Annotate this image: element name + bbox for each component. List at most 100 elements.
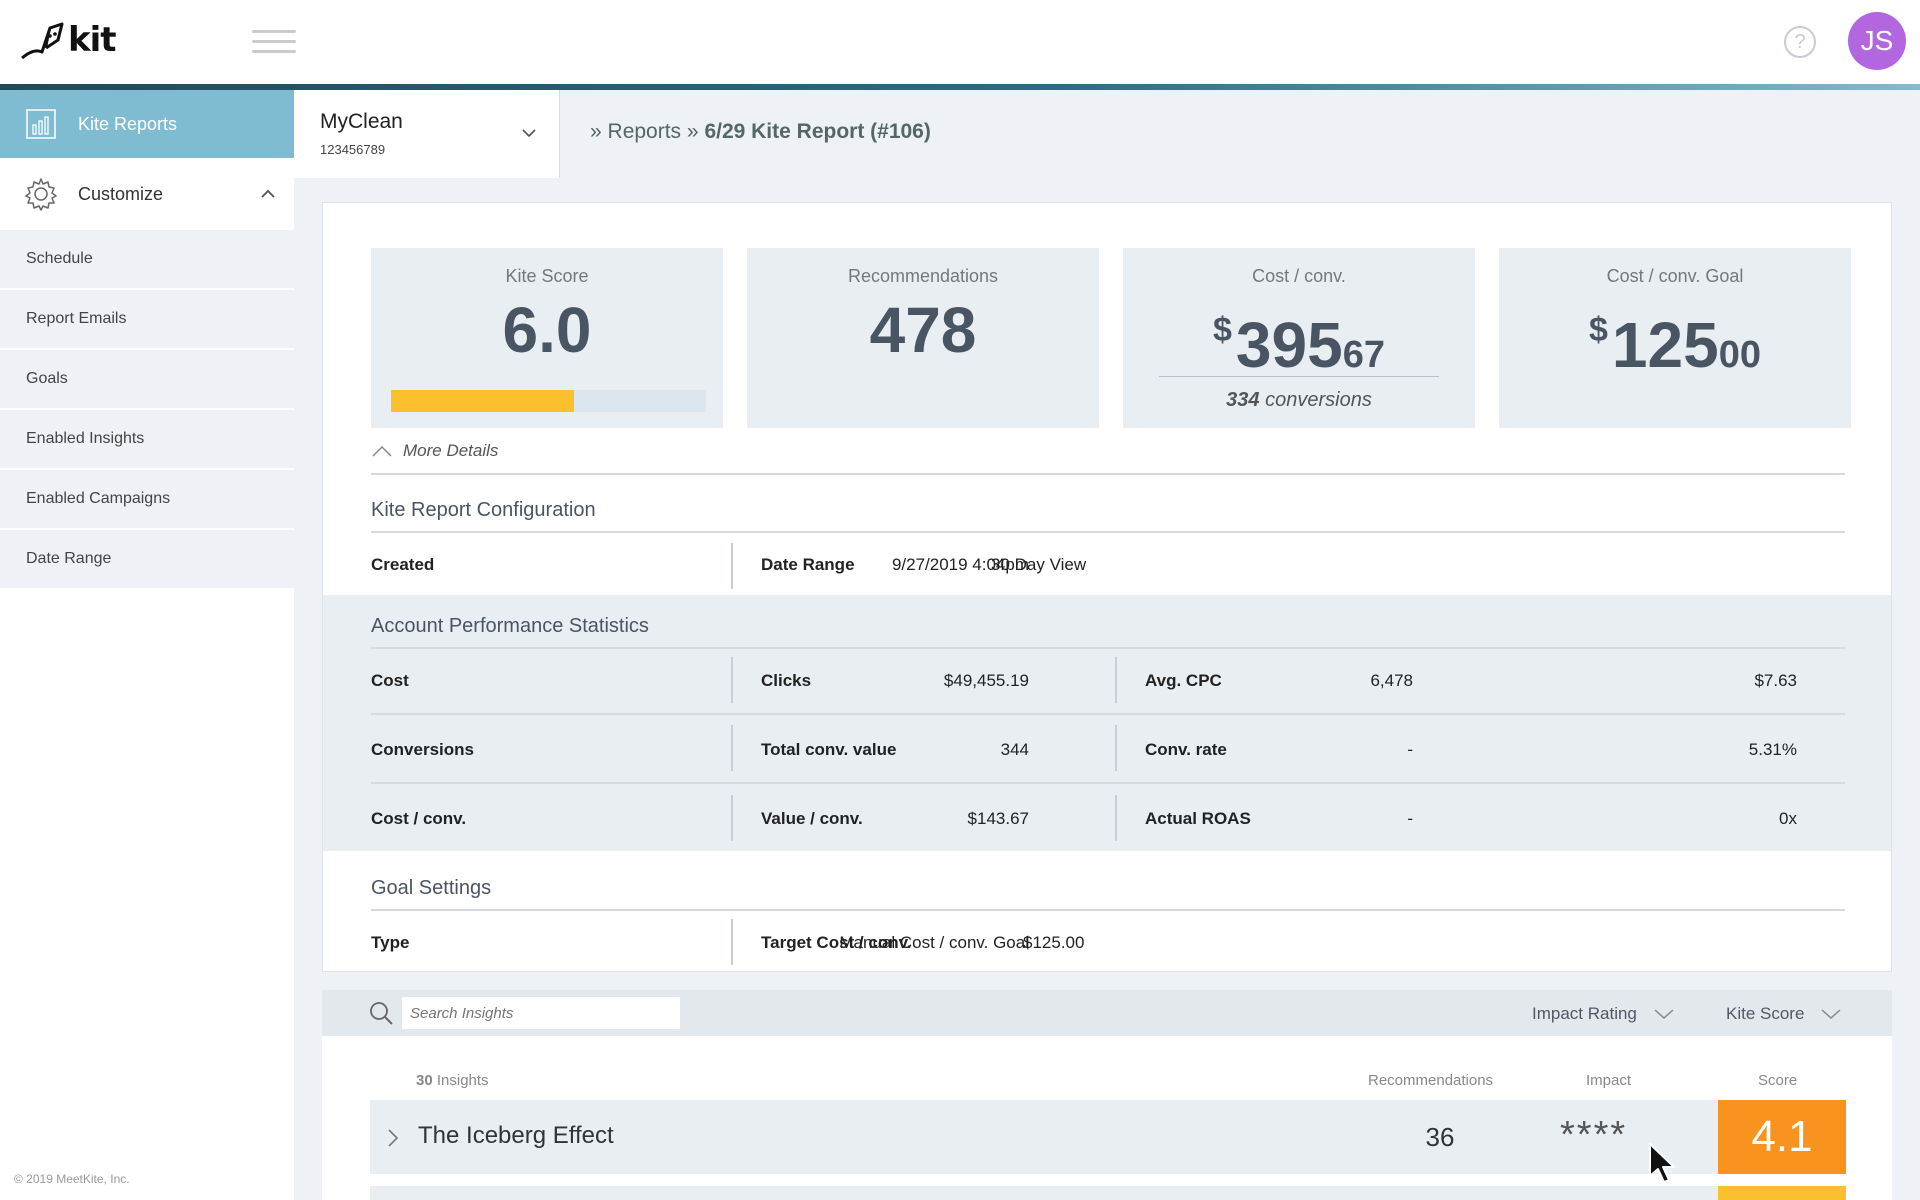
subnav-report-emails[interactable]: Report Emails [0,290,294,350]
insight-recommendations: 36 [1425,1122,1455,1152]
subnav-enabled-campaigns[interactable]: Enabled Campaigns [0,470,294,530]
insight-row[interactable]: The Iceberg Effect 36 **** 4.1 [370,1100,1846,1174]
column-divider [731,795,733,841]
top-bar: kit ? JS [0,0,1920,90]
breadcrumb-separator: » [590,120,602,143]
report-card: Kite Score 6.0 Recommendations 478 Cost … [322,202,1892,972]
date-range-value: 30 Day View [991,555,1087,574]
sidebar-item-kite-reports[interactable]: Kite Reports [0,90,294,158]
copyright: © 2019 MeetKite, Inc. [14,1172,130,1186]
account-name: MyClean [320,110,403,133]
stat-value: $7.63 [1754,671,1797,690]
conversions-subtext: 334 conversions [1159,376,1439,412]
help-icon[interactable]: ? [1784,26,1816,58]
stat-label: Value / conv. [761,809,863,828]
target-value: $125.00 [1023,933,1085,952]
kite-score-progress-fill [391,390,574,412]
column-divider [731,657,733,703]
stat-value: - [1407,740,1413,759]
reports-icon [26,109,56,139]
kite-score-dropdown[interactable]: Kite Score [1726,1004,1842,1024]
subnav-enabled-insights[interactable]: Enabled Insights [0,410,294,470]
stat-label: Conv. rate [1145,740,1227,759]
subnav-schedule[interactable]: Schedule [0,230,294,290]
insight-score-badge: 4.1 [1718,1100,1846,1174]
search-input[interactable] [402,997,680,1029]
mouse-cursor-icon [1649,1143,1675,1183]
more-details-toggle[interactable]: More Details [371,441,498,461]
column-divider [731,543,733,589]
breadcrumb: » Reports » 6/29 Kite Report (#106) [590,120,931,144]
config-title: Kite Report Configuration [371,499,596,521]
performance-section [323,595,1891,851]
stat-label: Cost [371,671,409,690]
divider [371,473,1845,475]
account-selector[interactable]: MyClean 123456789 [294,90,560,178]
dropdown-label: Kite Score [1726,1004,1805,1023]
column-divider [1115,725,1117,771]
column-header-impact[interactable]: Impact [1586,1072,1632,1089]
insights-toolbar: Impact Rating Kite Score [322,990,1892,1036]
insight-title: The Iceberg Effect [418,1122,614,1149]
subnav-goals[interactable]: Goals [0,350,294,410]
dropdown-label: Impact Rating [1532,1004,1637,1023]
stat-label: Actual ROAS [1145,809,1251,828]
column-divider [1115,657,1117,703]
account-id: 123456789 [320,142,386,157]
breadcrumb-current: 6/29 Kite Report (#106) [704,120,931,143]
header-accent-bar [0,84,1920,90]
cost-conv-whole: 395 [1235,309,1343,381]
insights-panel: Impact Rating Kite Score 30 Insights Rec… [322,990,1892,1200]
date-range-label: Date Range [761,555,855,574]
search-icon [370,1002,393,1025]
currency-symbol: $ [1589,311,1608,349]
menu-icon[interactable] [252,30,296,54]
stat-label: Total conv. value [761,740,897,759]
divider [371,909,1845,911]
column-divider [1115,795,1117,841]
divider [371,531,1845,533]
stat-label: Conversions [371,740,474,759]
insight-row[interactable] [370,1186,1846,1200]
goal-type-label: Type [371,933,410,952]
column-divider [731,725,733,771]
insight-impact-rating: **** [1560,1114,1628,1156]
stat-value: - [1407,809,1413,828]
kite-logo-icon [21,22,64,60]
goal-title: Goal Settings [371,877,492,899]
insights-count: 30 Insights [416,1072,489,1089]
cost-conv-value: $39567 [1123,295,1475,390]
chevron-right-icon [388,1129,399,1147]
avatar[interactable]: JS [1848,12,1906,70]
cost-goal-tile: Cost / conv. Goal $12500 [1499,248,1851,428]
breadcrumb-reports-link[interactable]: Reports [607,120,682,143]
column-header-recommendations[interactable]: Recommendations [1368,1072,1494,1089]
column-divider [731,919,733,965]
column-header-score[interactable]: Score [1758,1072,1798,1089]
kite-score-progress [391,390,706,412]
more-details-label: More Details [403,441,499,460]
recommendations-value: 478 [869,294,977,366]
sidebar: Kite Reports Customize Schedule Report E… [0,90,294,1200]
sidebar-item-customize[interactable]: Customize [0,158,294,230]
insights-count-number: 30 [416,1072,433,1089]
stat-value: 5.31% [1748,740,1797,759]
sidebar-item-label: Customize [78,183,164,204]
kite-score-tile: Kite Score 6.0 [371,248,723,428]
created-label: Created [371,555,435,574]
stat-label: Cost / conv. [371,809,467,828]
insight-score-badge [1718,1186,1846,1200]
stat-value: $143.67 [967,809,1029,828]
cost-conv-label: Cost / conv. [1252,266,1346,286]
divider [371,647,1845,649]
recommendations-label: Recommendations [847,266,999,286]
insights-count-label: Insights [436,1072,489,1089]
conversions-label: conversions [1265,389,1372,411]
kite-score-label: Kite Score [505,266,589,286]
subnav-date-range[interactable]: Date Range [0,530,294,590]
impact-rating-dropdown[interactable]: Impact Rating [1532,1004,1675,1024]
chevron-down-icon [1821,1009,1841,1020]
cost-conv-cents: 67 [1342,334,1385,376]
stat-value: 6,478 [1370,671,1413,690]
kit-logo[interactable]: kit [20,18,117,62]
